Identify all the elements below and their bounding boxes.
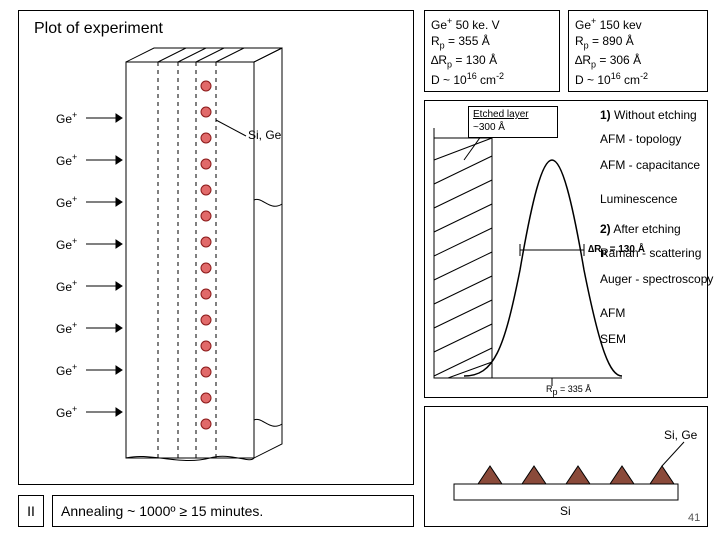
methods-lum: Luminescence bbox=[600, 192, 677, 206]
methods-2-header: 2) After etching bbox=[600, 222, 681, 236]
methods-1-header: 1) Without etching bbox=[600, 108, 697, 122]
substrate-si: Si bbox=[560, 504, 571, 518]
params-150kev: Ge+ 150 kev Rp = 890 Å ∆Rp = 306 Å D ~ 1… bbox=[568, 10, 708, 92]
ion-label: Ge+ bbox=[56, 278, 77, 294]
annealing-numeral-box: II bbox=[18, 495, 44, 527]
methods-afm-topology: AFM - topology bbox=[600, 132, 681, 146]
annealing-text-box: Annealing ~ 1000º ≥ 15 minutes. bbox=[52, 495, 414, 527]
methods-sem: SEM bbox=[600, 332, 626, 346]
methods-raman: Raman - scattering bbox=[600, 246, 701, 260]
ion-label: Ge+ bbox=[56, 152, 77, 168]
ion-label: Ge+ bbox=[56, 404, 77, 420]
etched-label: Etched layer ~300 Å bbox=[468, 106, 558, 138]
slide-number: 41 bbox=[688, 512, 700, 524]
sige-callout: Si, Ge bbox=[248, 128, 281, 142]
ion-label: Ge+ bbox=[56, 236, 77, 252]
params-50kev: Ge+ 50 ke. V Rp = 355 Å ∆Rp = 130 Å D ~ … bbox=[424, 10, 560, 92]
substrate-sige: Si, Ge bbox=[664, 428, 697, 442]
ion-label: Ge+ bbox=[56, 194, 77, 210]
Rp-label: Rp = 335 Å bbox=[546, 384, 591, 397]
ion-label: Ge+ bbox=[56, 320, 77, 336]
ion-label: Ge+ bbox=[56, 110, 77, 126]
methods-afm-cap: AFM - capacitance bbox=[600, 158, 700, 172]
dots-column bbox=[201, 81, 211, 429]
methods-afm2: AFM bbox=[600, 306, 625, 320]
ion-label: Ge+ bbox=[56, 362, 77, 378]
methods-auger: Auger - spectroscopy bbox=[600, 272, 713, 286]
